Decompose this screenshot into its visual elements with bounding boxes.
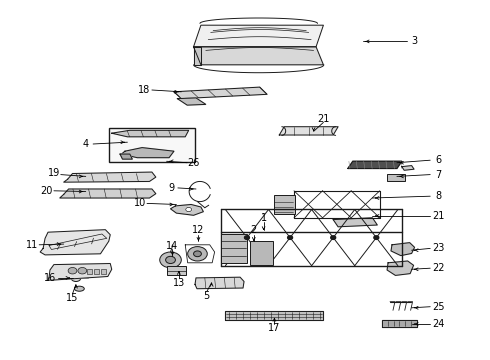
Circle shape [194,251,201,257]
Polygon shape [120,154,132,159]
Text: 21: 21 [432,211,445,221]
Text: 24: 24 [432,319,445,329]
Polygon shape [122,148,174,158]
Polygon shape [194,25,323,47]
Polygon shape [348,161,402,168]
Polygon shape [171,204,203,215]
Bar [109,128,195,162]
Text: 18: 18 [138,85,151,95]
Polygon shape [64,172,156,182]
Circle shape [374,236,379,239]
Text: 23: 23 [432,243,445,253]
Polygon shape [333,218,377,227]
Bar [220,234,247,263]
Text: 8: 8 [436,191,441,201]
Polygon shape [177,98,206,105]
Polygon shape [391,243,415,256]
Polygon shape [194,47,201,65]
Bar [101,269,106,274]
Circle shape [188,247,207,261]
Text: 7: 7 [436,170,441,180]
Polygon shape [60,189,156,198]
Ellipse shape [74,286,84,291]
Circle shape [288,236,293,239]
Bar [167,266,186,275]
Text: 10: 10 [133,198,146,208]
Polygon shape [382,320,416,327]
Bar [274,195,295,214]
Text: 4: 4 [83,139,89,149]
Circle shape [71,274,81,282]
Text: 3: 3 [411,36,417,46]
Text: 12: 12 [192,225,205,235]
Circle shape [78,267,87,274]
Polygon shape [48,264,112,280]
Bar [250,241,273,265]
Text: 26: 26 [187,158,200,168]
Text: 14: 14 [166,240,178,251]
Polygon shape [40,230,110,255]
Text: 9: 9 [169,183,174,193]
Text: 25: 25 [432,302,445,312]
Bar [94,269,99,274]
Circle shape [331,236,336,239]
Polygon shape [402,166,414,170]
Text: 6: 6 [436,155,441,165]
Circle shape [186,207,192,212]
Polygon shape [225,311,323,320]
Circle shape [166,256,175,264]
Circle shape [245,236,249,239]
Text: 13: 13 [172,278,185,288]
Polygon shape [112,130,189,137]
Text: 17: 17 [268,323,281,333]
Bar [387,174,405,181]
Polygon shape [195,277,244,289]
Text: 19: 19 [48,168,60,178]
Text: 20: 20 [40,186,53,196]
Polygon shape [279,127,338,135]
Text: 16: 16 [44,273,56,283]
Text: 11: 11 [26,240,38,250]
Circle shape [68,267,77,274]
Text: 5: 5 [204,291,210,301]
Circle shape [160,252,181,268]
Text: 1: 1 [261,213,267,223]
Polygon shape [194,47,323,65]
Text: 22: 22 [432,263,445,273]
Bar [87,269,92,274]
Polygon shape [387,261,414,275]
Text: 15: 15 [66,293,79,303]
Text: 2: 2 [251,225,257,235]
Polygon shape [174,87,267,99]
Text: 21: 21 [317,114,330,124]
